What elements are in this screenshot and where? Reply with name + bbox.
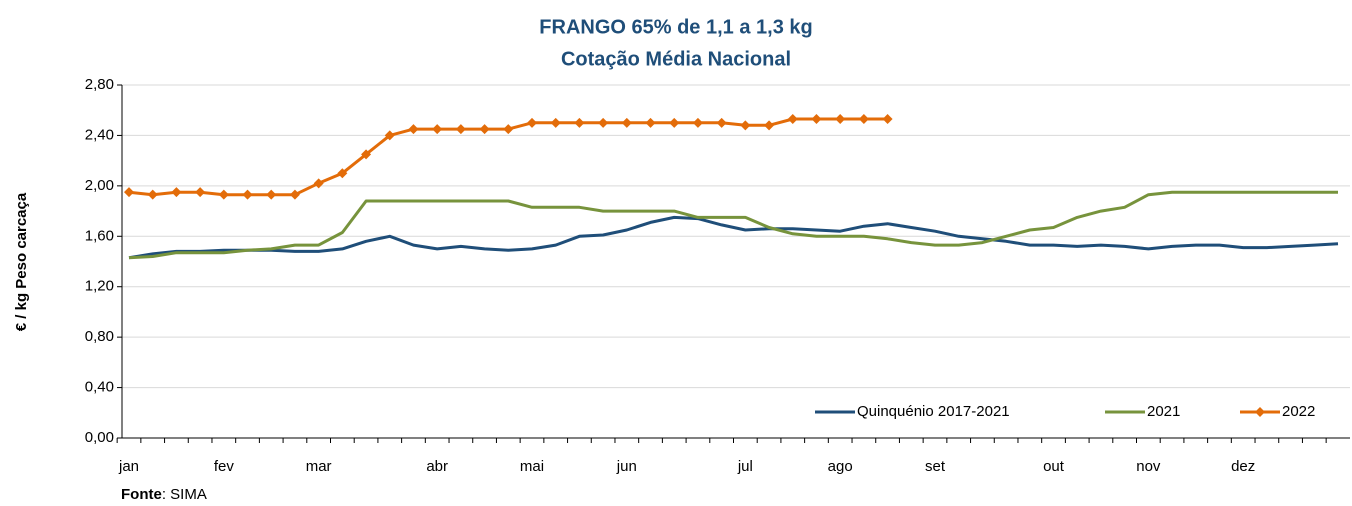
data-point [764, 120, 775, 131]
y-tick-label: 2,40 [85, 126, 114, 143]
y-tick-label: 2,00 [85, 177, 114, 194]
y-axis-label: € / kg Peso carcaça [13, 192, 30, 331]
data-point [242, 189, 253, 200]
data-point [124, 187, 134, 198]
data-point [716, 117, 727, 128]
data-point [195, 187, 206, 198]
x-tick-label: jul [737, 458, 753, 475]
legend-label: 2021 [1147, 403, 1180, 420]
data-point [218, 189, 229, 200]
chart-title: FRANGO 65% de 1,1 a 1,3 kg [539, 16, 812, 38]
data-point [289, 189, 300, 200]
data-point [337, 168, 348, 179]
data-point [645, 117, 656, 128]
data-point [147, 189, 158, 200]
data-point [598, 117, 609, 128]
data-point [621, 117, 632, 128]
x-tick-label: mai [520, 458, 544, 475]
legend-label: Quinquénio 2017-2021 [857, 403, 1010, 420]
data-point [811, 114, 822, 125]
x-tick-label: ago [828, 458, 853, 475]
data-point [882, 114, 893, 125]
data-point [503, 124, 514, 135]
source-label: Fonte [121, 486, 162, 503]
y-tick-label: 0,40 [85, 379, 114, 396]
data-point [550, 117, 561, 128]
x-tick-label: dez [1231, 458, 1255, 475]
data-point [574, 117, 585, 128]
x-tick-label: nov [1136, 458, 1161, 475]
data-point [787, 114, 798, 125]
series-line [128, 215, 1339, 260]
source-text: : SIMA [162, 486, 207, 503]
data-point [692, 117, 703, 128]
source: Fonte: SIMA [121, 486, 207, 503]
data-point [835, 114, 846, 125]
data-point [669, 117, 680, 128]
data-point [527, 117, 537, 128]
data-point [858, 114, 869, 125]
x-tick-label: out [1043, 458, 1065, 475]
data-point [740, 120, 751, 131]
series-line [128, 190, 1338, 260]
x-tick-label: mar [306, 458, 332, 475]
x-tick-label: jan [118, 458, 139, 475]
x-tick-label: jun [616, 458, 637, 475]
data-point [479, 124, 490, 135]
y-tick-label: 0,80 [85, 328, 114, 345]
x-tick-label: fev [214, 458, 235, 475]
data-point [361, 149, 372, 160]
data-point [408, 124, 419, 135]
data-point [266, 189, 277, 200]
y-tick-label: 2,80 [85, 76, 114, 93]
data-point [171, 187, 182, 198]
data-point [384, 130, 395, 141]
y-tick-label: 1,60 [85, 227, 114, 244]
chart-subtitle: Cotação Média Nacional [561, 48, 791, 70]
data-point [313, 178, 324, 189]
data-point [432, 124, 443, 135]
y-tick-label: 0,00 [85, 429, 114, 446]
x-tick-label: set [925, 458, 946, 475]
legend-label: 2022 [1282, 403, 1315, 420]
x-tick-label: abr [426, 458, 448, 475]
data-point [455, 124, 466, 135]
y-tick-label: 1,20 [85, 278, 114, 295]
legend-marker [1255, 407, 1265, 417]
